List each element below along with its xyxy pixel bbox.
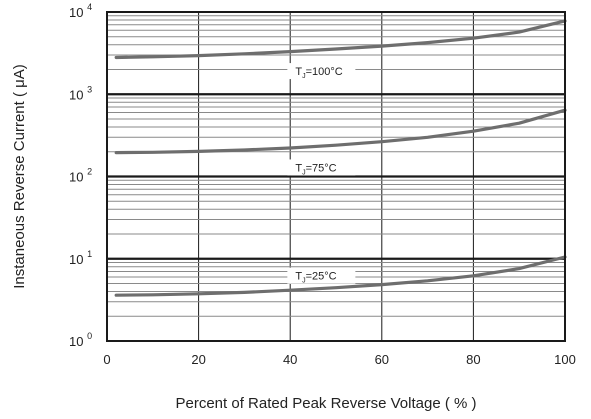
x-tick-label: 20 xyxy=(191,352,205,367)
curve-labels: TJ=100°C TJ=75°C TJ=25°C xyxy=(287,63,356,285)
x-tick-label: 80 xyxy=(466,352,480,367)
curve-2 xyxy=(114,108,567,155)
x-tick-label: 100 xyxy=(554,352,576,367)
y-tick-label: 10 2 xyxy=(69,167,92,185)
curves xyxy=(114,19,567,297)
x-tick-label: 0 xyxy=(103,352,110,367)
x-axis-title: Percent of Rated Peak Reverse Voltage ( … xyxy=(176,395,477,412)
x-tick-labels: 0 20 40 60 80 100 xyxy=(103,352,575,367)
curve-label-background xyxy=(287,159,356,176)
y-axis-title: Instaneous Reverse Current ( μA) xyxy=(11,64,28,289)
x-tick-label: 60 xyxy=(375,352,389,367)
x-tick-label: 40 xyxy=(283,352,297,367)
curve-label: TJ=100°C xyxy=(295,66,342,80)
curve-3 xyxy=(114,255,567,297)
y-tick-labels: 10 0 10 1 10 2 10 3 10 4 xyxy=(69,2,92,349)
curve-label: TJ=25°C xyxy=(295,271,336,285)
curve-label-background xyxy=(287,267,356,284)
curve-label: TJ=75°C xyxy=(295,162,336,176)
y-tick-label: 10 0 xyxy=(69,331,92,349)
plot-frame xyxy=(106,11,566,342)
curve-label-background xyxy=(287,63,356,80)
curve-1 xyxy=(114,19,567,60)
y-tick-label: 10 1 xyxy=(69,249,92,267)
y-tick-label: 10 4 xyxy=(69,2,92,20)
y-tick-label: 10 3 xyxy=(69,84,92,102)
